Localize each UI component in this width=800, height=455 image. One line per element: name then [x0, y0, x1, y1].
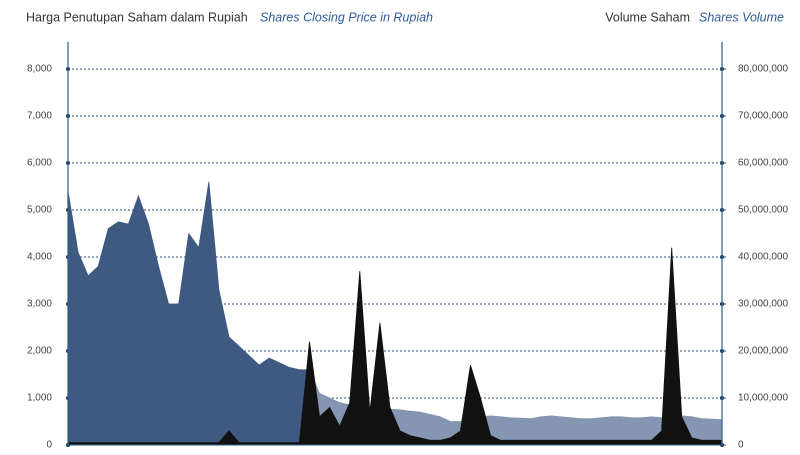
y-tick-label: 4,000	[27, 252, 52, 263]
y-tick-label: 6,000	[27, 158, 52, 169]
y-tick-label: 3,000	[27, 299, 52, 310]
y-axis-label: Harga Penutupan Saham dalam Rupiah	[26, 10, 248, 24]
y2-tick-label: 0	[738, 440, 744, 451]
y2-tick-label: 20,000,000	[738, 346, 788, 357]
y2-tick-label: 40,000,000	[738, 252, 788, 263]
y-tick-label: 8,000	[27, 64, 52, 75]
y2-tick-label: 60,000,000	[738, 158, 788, 169]
y-tick-label: 2,000	[27, 346, 52, 357]
y-tick-label: 5,000	[27, 205, 52, 216]
y-tick-label: 0	[46, 440, 52, 451]
y2-axis-label: Volume Saham	[605, 10, 690, 24]
y2-axis-label-en: Shares Volume	[699, 10, 784, 24]
y2-tick-label: 30,000,000	[738, 299, 788, 310]
y-tick-label: 7,000	[27, 111, 52, 122]
y2-tick-label: 80,000,000	[738, 64, 788, 75]
y-axis-label-en: Shares Closing Price in Rupiah	[260, 10, 433, 24]
y2-tick-label: 10,000,000	[738, 393, 788, 404]
y2-tick-label: 70,000,000	[738, 111, 788, 122]
y2-tick-label: 50,000,000	[738, 205, 788, 216]
y-tick-label: 1,000	[27, 393, 52, 404]
volume-area	[67, 247, 723, 446]
price-area	[67, 181, 310, 446]
